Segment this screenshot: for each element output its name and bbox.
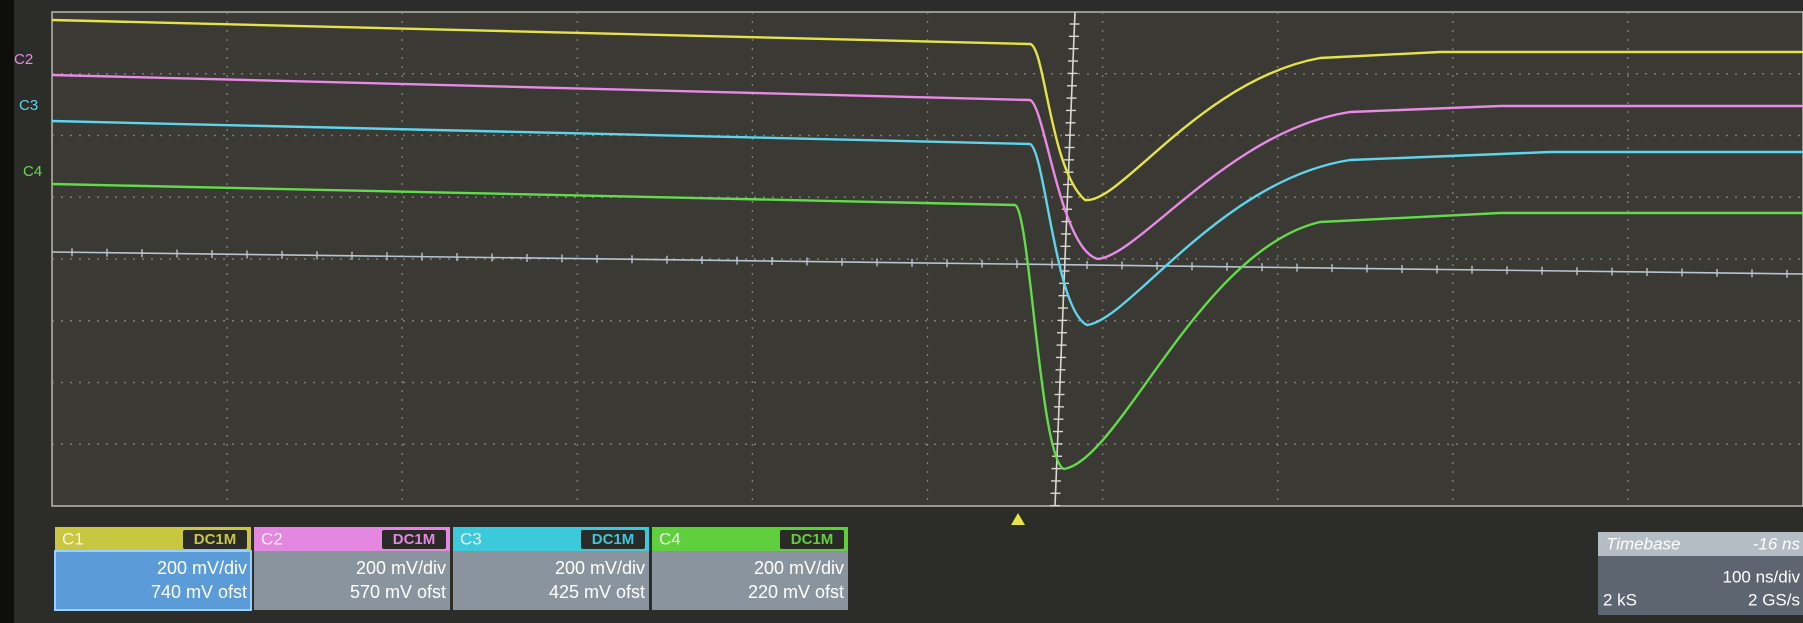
channel-offset: 220 mV ofst xyxy=(748,582,844,602)
trace-label: C3 xyxy=(19,97,38,114)
timebase-box[interactable]: Timebase -16 ns 100 ns/div 2 kS 2 GS/s xyxy=(1598,532,1803,615)
channel-offset: 425 mV ofst xyxy=(549,582,645,602)
channel-coupling: DC1M xyxy=(592,531,635,548)
trace-label: C4 xyxy=(23,163,42,180)
channel-name: C1 xyxy=(62,529,84,548)
bezel xyxy=(0,0,14,623)
timebase-rate: 2 GS/s xyxy=(1748,590,1800,609)
timebase-samples: 2 kS xyxy=(1603,590,1637,609)
channel-box[interactable]: C1 DC1M 200 mV/div 740 mV ofst xyxy=(55,527,251,610)
channel-scale: 200 mV/div xyxy=(555,558,645,578)
channel-name: C2 xyxy=(261,529,283,548)
timebase-delay: -16 ns xyxy=(1753,534,1801,553)
channel-scale: 200 mV/div xyxy=(157,558,247,578)
channel-box[interactable]: C4 DC1M 200 mV/div 220 mV ofst xyxy=(652,527,848,610)
channel-coupling: DC1M xyxy=(791,531,834,548)
channel-offset: 570 mV ofst xyxy=(350,582,446,602)
oscilloscope-screen: C2 C3 C4 C1 DC1M 200 mV/div 740 mV ofst C2 DC… xyxy=(0,0,1803,623)
trace-label: C2 xyxy=(14,51,33,68)
timebase-scale: 100 ns/div xyxy=(1723,567,1801,586)
channel-name: C3 xyxy=(460,529,482,548)
channel-scale: 200 mV/div xyxy=(754,558,844,578)
channel-coupling: DC1M xyxy=(194,531,237,548)
channel-box[interactable]: C2 DC1M 200 mV/div 570 mV ofst xyxy=(254,527,450,610)
channel-scale: 200 mV/div xyxy=(356,558,446,578)
channel-name: C4 xyxy=(659,529,681,548)
channel-box[interactable]: C3 DC1M 200 mV/div 425 mV ofst xyxy=(453,527,649,610)
timebase-label: Timebase xyxy=(1606,534,1681,553)
channel-offset: 740 mV ofst xyxy=(151,582,247,602)
channel-coupling: DC1M xyxy=(393,531,436,548)
